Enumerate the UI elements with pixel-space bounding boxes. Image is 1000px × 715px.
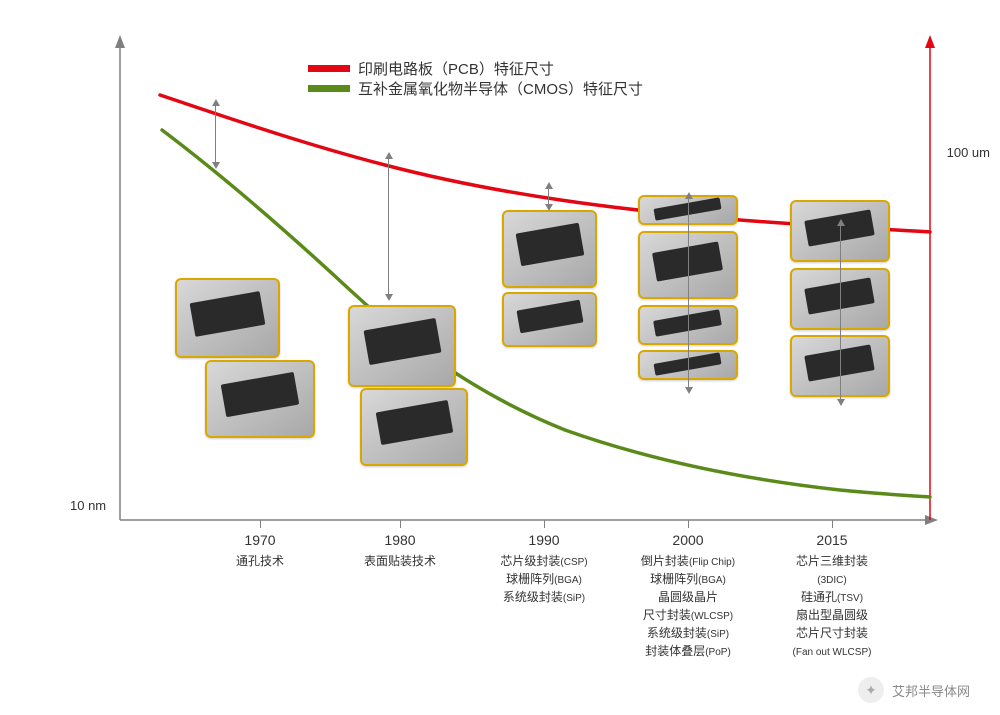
legend-label-cmos: 互补金属氧化物半导体（CMOS）特征尺寸 xyxy=(358,81,643,98)
package-photo xyxy=(348,305,456,387)
x-tick xyxy=(400,520,401,528)
y-label-left: 10 nm xyxy=(70,498,106,513)
x-year-label: 2015 xyxy=(782,532,882,548)
package-photo xyxy=(502,292,597,347)
x-tick xyxy=(260,520,261,528)
y-axis-left-arrow xyxy=(115,35,125,48)
y-axis-right-arrow xyxy=(925,35,935,48)
x-year-label: 1980 xyxy=(350,532,450,548)
chart-container: 印刷电路板（PCB）特征尺寸 互补金属氧化物半导体（CMOS）特征尺寸 10 n… xyxy=(60,30,940,590)
package-photo xyxy=(205,360,315,438)
x-year-label: 1990 xyxy=(494,532,594,548)
x-year-label: 2000 xyxy=(638,532,738,548)
wechat-icon: ✦ xyxy=(858,677,884,703)
x-tick xyxy=(832,520,833,528)
gap-arrow xyxy=(388,158,389,295)
gap-arrow xyxy=(215,105,216,163)
x-axis-arrow xyxy=(925,515,938,525)
package-photo xyxy=(175,278,280,358)
gap-arrow xyxy=(840,225,841,400)
x-tick xyxy=(688,520,689,528)
x-desc-label: 芯片三维封装(3DIC)硅通孔(TSV)扇出型晶圆级芯片尺寸封装(Fan out… xyxy=(757,552,907,660)
package-photo xyxy=(502,210,597,288)
x-year-label: 1970 xyxy=(210,532,310,548)
x-desc-label: 通孔技术 xyxy=(185,552,335,570)
package-photo xyxy=(360,388,468,466)
x-desc-label: 表面贴装技术 xyxy=(325,552,475,570)
legend-swatch-pcb xyxy=(308,65,350,72)
x-tick xyxy=(544,520,545,528)
x-desc-label: 芯片级封装(CSP)球栅阵列(BGA)系统级封装(SiP) xyxy=(469,552,619,606)
y-label-right: 100 um xyxy=(947,145,990,160)
watermark: ✦ 艾邦半导体网 xyxy=(858,677,970,703)
legend-label-pcb: 印刷电路板（PCB）特征尺寸 xyxy=(358,60,554,78)
x-desc-label: 倒片封装(Flip Chip)球栅阵列(BGA)晶圆级晶片尺寸封装(WLCSP)… xyxy=(613,552,763,660)
legend-swatch-cmos xyxy=(308,85,350,92)
gap-arrow xyxy=(548,188,549,205)
watermark-text: 艾邦半导体网 xyxy=(892,681,970,700)
gap-arrow xyxy=(688,198,689,388)
